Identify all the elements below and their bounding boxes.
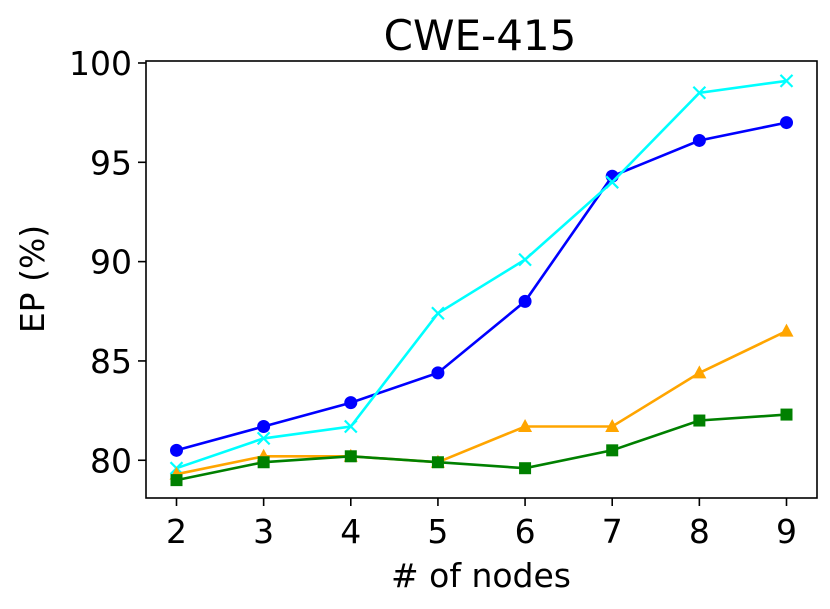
data-point [605, 418, 620, 432]
data-point [518, 252, 532, 267]
x-tick-label: 4 [340, 512, 361, 551]
x-tick-label: 5 [427, 512, 448, 551]
y-tick-label: 80 [90, 441, 132, 480]
data-point [170, 474, 183, 487]
y-axis-label: EP (%) [13, 225, 52, 333]
data-point [344, 396, 358, 410]
y-tick-label: 100 [69, 44, 132, 83]
plot-area [169, 74, 794, 487]
data-point [692, 86, 707, 100]
y-tick-label: 85 [90, 342, 132, 381]
data-point [431, 456, 444, 469]
x-tick-label: 3 [253, 512, 274, 551]
data-point [519, 462, 532, 475]
data-point [605, 175, 619, 189]
y-tick-label: 90 [90, 243, 132, 282]
data-point [344, 450, 357, 463]
data-point [257, 419, 271, 433]
y-axis: 80 85 90 95 100 [69, 44, 146, 480]
series-line [176, 121, 787, 452]
y-tick-label: 95 [90, 143, 132, 182]
series-3 [169, 323, 794, 480]
x-axis-label: # of nodes [391, 556, 571, 595]
series-1 [170, 116, 793, 457]
data-point [779, 323, 794, 337]
data-point [518, 294, 532, 308]
x-tick-label: 2 [166, 512, 187, 551]
data-point [780, 408, 793, 421]
data-point [693, 414, 706, 427]
data-point [344, 419, 358, 434]
data-point [431, 306, 445, 321]
series-4 [170, 408, 793, 487]
data-point [170, 443, 183, 457]
series-line [176, 329, 788, 476]
x-tick-label: 6 [515, 512, 536, 551]
data-point [692, 365, 707, 379]
data-point [256, 431, 271, 446]
plot-frame [145, 60, 818, 499]
series-2 [169, 74, 794, 475]
x-tick-label: 8 [689, 512, 710, 551]
data-point [779, 74, 794, 88]
data-point [257, 456, 270, 469]
data-point [431, 366, 445, 380]
data-point [780, 116, 793, 130]
x-tick-label: 9 [776, 512, 797, 551]
x-axis: 2 3 4 5 6 7 8 9 [166, 498, 797, 551]
data-point [692, 133, 706, 147]
x-tick-label: 7 [602, 512, 623, 551]
data-point [518, 418, 533, 432]
series-line [176, 79, 787, 470]
series-line [176, 413, 787, 482]
data-point [606, 444, 619, 457]
chart-title: CWE-415 [384, 11, 577, 60]
